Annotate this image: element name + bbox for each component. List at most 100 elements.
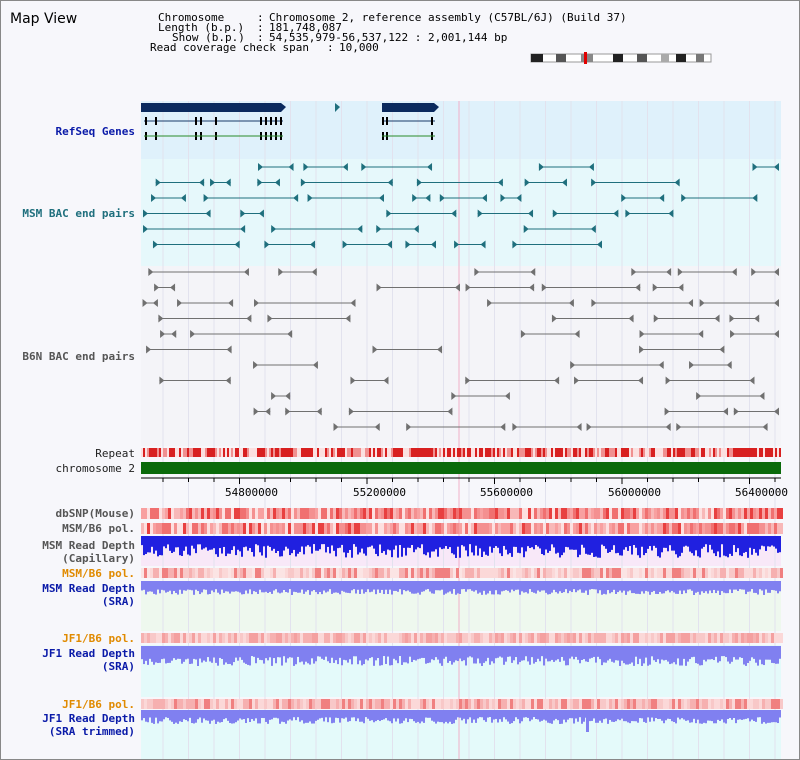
- msm-depth-sra-bar: [577, 581, 579, 591]
- track-label-b6n-bac[interactable]: B6N BAC end pairs: [22, 350, 135, 363]
- jf1-depth-sra-bar: [595, 646, 597, 663]
- jf1-depth-trim-bar: [575, 710, 577, 719]
- jf1-b6-pol-cell: [558, 633, 561, 643]
- jf1-b6-pol-2-cell: [732, 699, 735, 709]
- jf1-depth-sra-bar: [189, 646, 191, 665]
- jf1-b6-pol-cell: [261, 633, 264, 643]
- msm-b6-pol-cell: [480, 523, 483, 534]
- msm-depth-sra-bar: [277, 581, 279, 593]
- dbsnp-cell: [318, 508, 321, 519]
- dbsnp-cell: [435, 508, 438, 519]
- msm-bac-pair-end: [552, 209, 558, 218]
- jf1-depth-trim-bar: [563, 710, 565, 720]
- jf1-depth-sra-bar: [351, 646, 353, 665]
- dbsnp-cell: [507, 508, 510, 519]
- msm-b6-pol-cell: [171, 523, 174, 534]
- jf1-depth-trim-bar: [239, 710, 241, 719]
- jf1-depth-sra-bar: [483, 646, 485, 663]
- msm-depth-sra-bar: [475, 581, 477, 591]
- jf1-b6-pol-cell: [348, 633, 351, 643]
- jf1-depth-trim-bar: [177, 710, 179, 724]
- jf1-depth-sra-bar: [693, 646, 695, 657]
- msm-b6-pol-cell: [708, 523, 711, 534]
- jf1-depth-sra-bar: [371, 646, 373, 658]
- dbsnp-cell: [402, 508, 405, 519]
- msm-bac-pair-end: [659, 194, 665, 202]
- b6n-bac-pair-end: [551, 314, 557, 323]
- msm-depth-cap-bar: [487, 536, 489, 556]
- repeat-cell: [379, 448, 381, 457]
- dbsnp-cell: [354, 508, 357, 519]
- jf1-depth-trim-bar: [743, 710, 745, 720]
- jf1-b6-pol-cell: [723, 633, 726, 643]
- dbsnp-cell: [636, 508, 639, 519]
- msm-depth-cap-bar: [753, 536, 755, 549]
- msm-depth-sra-bar: [211, 581, 213, 591]
- repeat-cell: [623, 448, 625, 457]
- msm-depth-cap-bar: [181, 536, 183, 556]
- jf1-b6-pol-cell: [621, 633, 624, 643]
- repeat-cell: [569, 448, 571, 457]
- msm-depth-sra-bar: [649, 581, 651, 595]
- msm-depth-cap-bar: [471, 536, 473, 553]
- b6n-bac-pair-end: [146, 345, 152, 354]
- jf1-b6-pol-2-cell: [594, 699, 597, 709]
- repeat-cell: [215, 448, 217, 457]
- jf1-b6-pol-cell: [201, 633, 204, 643]
- jf1-depth-sra-bar: [743, 646, 745, 665]
- jf1-depth-trim-spike: [586, 710, 589, 732]
- repeat-cell: [419, 448, 421, 457]
- jf1-depth-trim-bar: [193, 710, 195, 724]
- msm-depth-sra-bar: [605, 581, 607, 595]
- dbsnp-cell: [552, 508, 555, 519]
- jf1-depth-trim-bar: [167, 710, 169, 718]
- repeat-cell: [521, 448, 523, 457]
- jf1-b6-pol-cell: [462, 633, 465, 643]
- track-label-refseq[interactable]: RefSeq Genes: [55, 125, 135, 138]
- b6n-bac-pair-end: [465, 376, 471, 385]
- msm-depth-sra-bar: [487, 581, 489, 594]
- msm-depth-cap-bar: [297, 536, 299, 554]
- msm-b6-pol-2-cell: [495, 568, 498, 578]
- jf1-depth-sra-bar: [423, 646, 425, 658]
- jf1-b6-pol-2-cell: [399, 699, 402, 709]
- msm-b6-pol-2-cell: [696, 568, 699, 578]
- msm-b6-pol-cell: [426, 523, 429, 534]
- msm-depth-cap-bar: [287, 536, 289, 549]
- repeat-cell: [347, 448, 349, 457]
- jf1-b6-pol-cell: [690, 633, 693, 643]
- msm-depth-sra-bar: [739, 581, 741, 590]
- jf1-depth-sra-bar: [687, 646, 689, 662]
- dbsnp-cell: [189, 508, 192, 519]
- repeat-cell: [239, 448, 241, 457]
- jf1-b6-pol-2-cell: [681, 699, 684, 709]
- jf1-depth-sra-bar: [619, 646, 621, 666]
- msm-depth-cap-bar: [233, 536, 235, 547]
- jf1-depth-sra-bar: [539, 646, 541, 662]
- msm-bac-pair-end: [205, 209, 211, 218]
- jf1-b6-pol-cell: [579, 633, 582, 643]
- jf1-b6-pol-cell: [549, 633, 552, 643]
- msm-bac-pair-end: [387, 178, 393, 187]
- msm-depth-cap-bar: [699, 536, 701, 558]
- repeat-cell: [253, 448, 255, 457]
- track-label-msm-bac[interactable]: MSM BAC end pairs: [22, 207, 135, 220]
- msm-b6-pol-cell: [558, 523, 561, 534]
- repeat-cell: [775, 448, 777, 457]
- jf1-depth-sra-bar: [205, 646, 207, 662]
- msm-depth-sra-bar: [653, 581, 655, 591]
- b6n-bac-pair-end: [312, 361, 318, 369]
- dbsnp-cell: [597, 508, 600, 519]
- msm-b6-pol-cell: [492, 523, 495, 534]
- msm-b6-pol-2-cell: [693, 568, 696, 578]
- repeat-cell: [341, 448, 343, 457]
- jf1-b6-pol-cell: [732, 633, 735, 643]
- jf1-depth-trim-bar: [163, 710, 165, 720]
- b6n-bac-pair-end: [568, 299, 574, 307]
- msm-b6-pol-2-cell: [642, 568, 645, 578]
- repeat-cell: [663, 448, 665, 457]
- jf1-depth-sra-bar: [601, 646, 603, 666]
- msm-b6-pol-cell: [414, 523, 417, 534]
- jf1-b6-pol-cell: [678, 633, 681, 643]
